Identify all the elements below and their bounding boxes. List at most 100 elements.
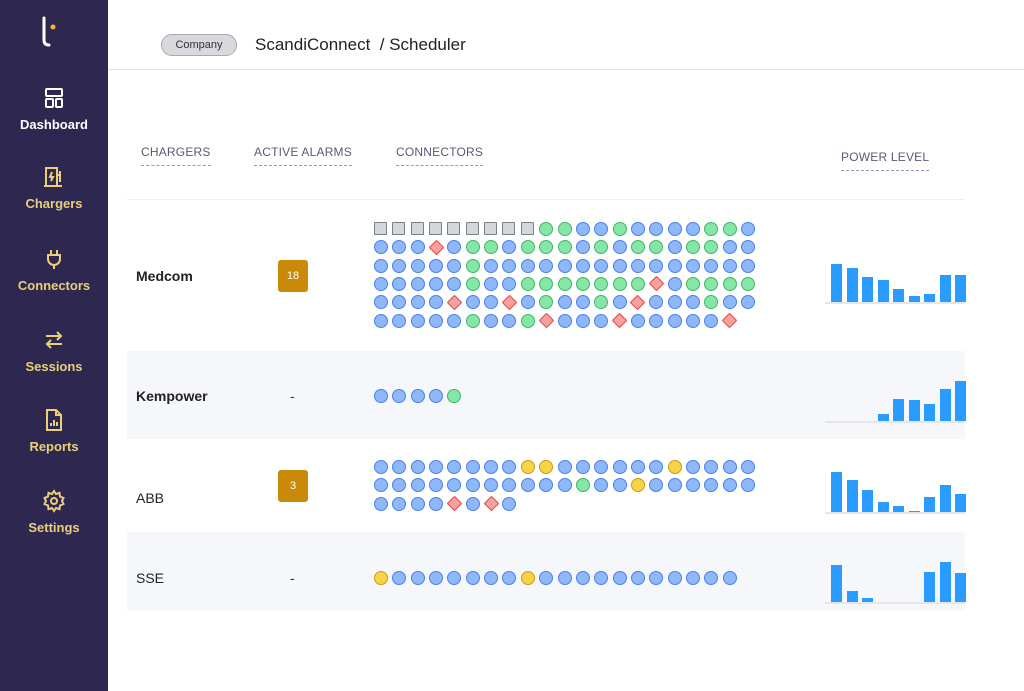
connector-in-use[interactable] [722, 478, 737, 493]
connector-in-use[interactable] [447, 276, 462, 291]
connector-in-use[interactable] [374, 258, 388, 273]
connector-in-use[interactable] [539, 258, 554, 273]
connector-in-use[interactable] [502, 571, 517, 585]
connector-in-use[interactable] [667, 313, 682, 328]
connector-in-use[interactable] [557, 313, 572, 328]
connector-in-use[interactable] [594, 258, 609, 273]
connector-warning[interactable] [374, 571, 388, 585]
connector-in-use[interactable] [447, 571, 462, 585]
connector-available[interactable] [722, 276, 737, 291]
connector-in-use[interactable] [685, 571, 700, 585]
connector-in-use[interactable] [649, 258, 664, 273]
connector-in-use[interactable] [410, 571, 425, 585]
connector-available[interactable] [594, 240, 609, 255]
connector-in-use[interactable] [429, 496, 444, 511]
connector-available[interactable] [465, 240, 480, 255]
connector-fault[interactable] [501, 294, 518, 310]
connector-in-use[interactable] [575, 258, 590, 273]
connector-available[interactable] [704, 295, 719, 310]
connector-in-use[interactable] [649, 295, 664, 310]
sidebar-item-reports[interactable]: Reports [0, 408, 108, 456]
connector-in-use[interactable] [741, 478, 755, 493]
connector-in-use[interactable] [649, 460, 664, 474]
connector-in-use[interactable] [630, 460, 645, 474]
connector-in-use[interactable] [429, 258, 444, 273]
alarm-count-badge[interactable]: 3 [278, 470, 308, 502]
connector-in-use[interactable] [374, 313, 388, 328]
connector-in-use[interactable] [630, 571, 645, 585]
connector-available[interactable] [704, 222, 719, 236]
connector-offline[interactable] [374, 222, 387, 235]
sidebar-item-chargers[interactable]: Chargers [0, 165, 108, 213]
connector-fault[interactable] [428, 239, 444, 256]
connector-in-use[interactable] [685, 258, 700, 273]
connector-fault[interactable] [446, 495, 463, 512]
connector-in-use[interactable] [594, 460, 609, 474]
connector-in-use[interactable] [502, 276, 517, 291]
connector-in-use[interactable] [649, 571, 664, 585]
column-header-power-level[interactable]: POWER LEVEL [841, 150, 930, 171]
connector-warning[interactable] [520, 460, 535, 474]
connector-in-use[interactable] [557, 478, 572, 493]
connector-in-use[interactable] [392, 313, 407, 328]
connector-in-use[interactable] [465, 496, 480, 511]
connector-in-use[interactable] [557, 460, 572, 474]
connector-in-use[interactable] [374, 240, 388, 255]
connector-in-use[interactable] [429, 478, 444, 493]
connector-in-use[interactable] [429, 571, 444, 585]
connector-in-use[interactable] [741, 258, 755, 273]
table-row[interactable]: ABB 3 [127, 440, 966, 531]
connector-in-use[interactable] [465, 478, 480, 493]
connector-in-use[interactable] [741, 460, 755, 474]
connector-in-use[interactable] [741, 222, 755, 236]
connector-in-use[interactable] [484, 571, 499, 585]
column-header-chargers[interactable]: CHARGERS [141, 145, 211, 166]
connector-fault[interactable] [611, 312, 628, 329]
connector-in-use[interactable] [612, 295, 627, 310]
connector-in-use[interactable] [649, 222, 664, 236]
connector-in-use[interactable] [557, 258, 572, 273]
connector-in-use[interactable] [667, 258, 682, 273]
charger-name[interactable]: Medcom [136, 268, 193, 284]
connector-in-use[interactable] [594, 478, 609, 493]
connector-in-use[interactable] [741, 240, 755, 255]
connector-in-use[interactable] [722, 295, 737, 310]
connector-in-use[interactable] [704, 460, 719, 474]
connector-available[interactable] [685, 240, 700, 255]
connector-in-use[interactable] [502, 258, 517, 273]
connector-in-use[interactable] [594, 571, 609, 585]
connector-in-use[interactable] [502, 478, 517, 493]
connector-fault[interactable] [721, 312, 738, 329]
column-header-active-alarms[interactable]: ACTIVE ALARMS [254, 145, 352, 166]
connector-available[interactable] [612, 222, 627, 236]
connector-in-use[interactable] [374, 478, 388, 493]
connector-in-use[interactable] [447, 258, 462, 273]
connector-in-use[interactable] [722, 240, 737, 255]
connector-fault[interactable] [538, 312, 554, 329]
charger-name[interactable]: ABB [136, 490, 165, 506]
connector-in-use[interactable] [484, 276, 499, 291]
connector-in-use[interactable] [465, 460, 480, 474]
connector-available[interactable] [465, 276, 480, 291]
connector-available[interactable] [539, 276, 554, 291]
charger-name[interactable]: SSE [136, 570, 165, 586]
connector-in-use[interactable] [392, 276, 407, 291]
connector-available[interactable] [484, 240, 499, 255]
connector-in-use[interactable] [502, 460, 517, 474]
connector-in-use[interactable] [612, 478, 627, 493]
connector-in-use[interactable] [575, 313, 590, 328]
connector-in-use[interactable] [465, 295, 480, 310]
connector-available[interactable] [630, 240, 645, 255]
connector-in-use[interactable] [447, 313, 462, 328]
connector-available[interactable] [704, 240, 719, 255]
connector-in-use[interactable] [557, 571, 572, 585]
sidebar-item-connectors[interactable]: Connectors [0, 247, 108, 295]
connector-in-use[interactable] [447, 240, 462, 255]
connector-in-use[interactable] [410, 276, 425, 291]
connector-in-use[interactable] [575, 571, 590, 585]
connector-offline[interactable] [502, 222, 516, 235]
connector-in-use[interactable] [539, 478, 554, 493]
connector-in-use[interactable] [410, 496, 425, 511]
connector-available[interactable] [649, 240, 664, 255]
connector-warning[interactable] [520, 571, 535, 585]
